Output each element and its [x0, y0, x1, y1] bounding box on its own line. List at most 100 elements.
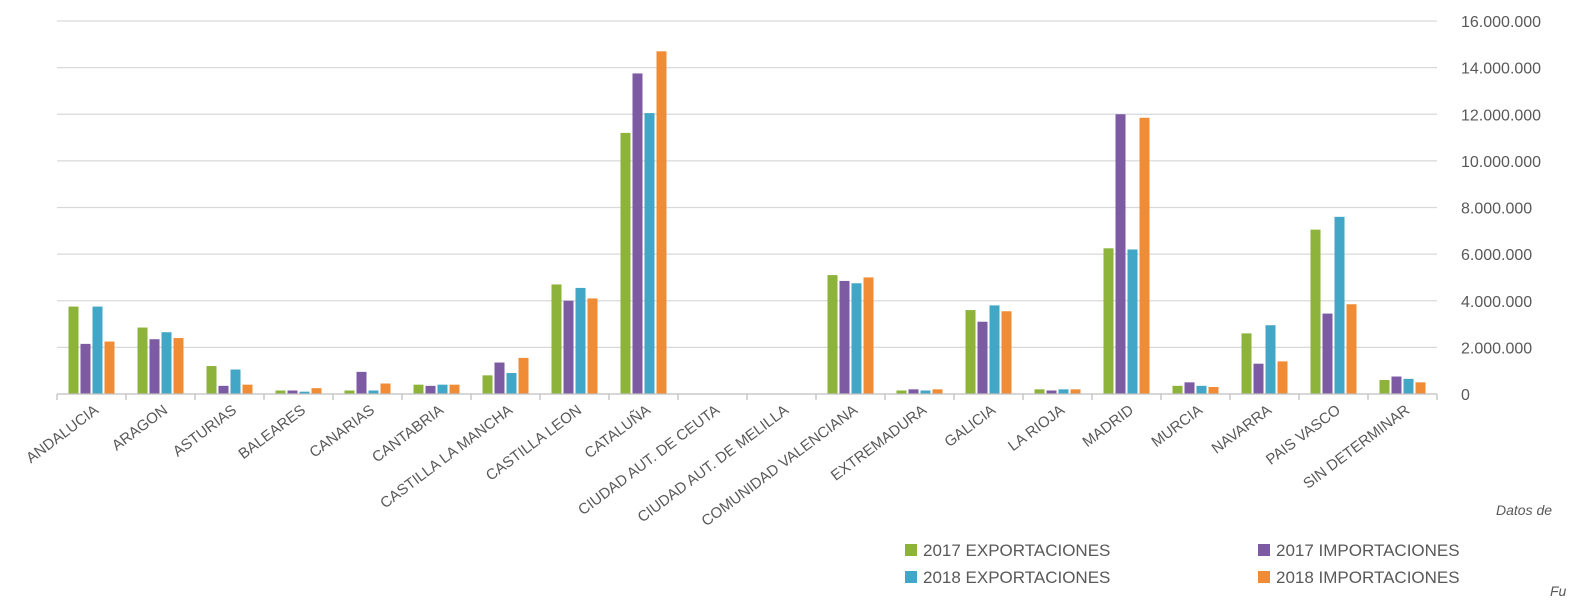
- legend-label: 2018 EXPORTACIONES: [923, 568, 1110, 587]
- bar: [920, 390, 931, 394]
- bar: [1196, 385, 1207, 394]
- bar: [863, 277, 874, 394]
- bar: [1115, 114, 1126, 394]
- bar: [449, 384, 460, 394]
- bar: [1322, 313, 1333, 394]
- bar: [1127, 249, 1138, 394]
- bar: [656, 51, 667, 395]
- legend-swatch: [1258, 571, 1270, 583]
- bar: [218, 385, 229, 394]
- bar: [908, 389, 919, 394]
- bar: [311, 388, 322, 394]
- bar: [104, 341, 115, 394]
- legend-swatch: [1258, 544, 1270, 556]
- bar: [977, 321, 988, 394]
- bar: [1346, 304, 1357, 394]
- bar: [92, 306, 103, 394]
- bar: [1415, 382, 1426, 394]
- bar: [587, 298, 598, 394]
- bar: [380, 383, 391, 394]
- bar: [1241, 333, 1252, 394]
- bars: [68, 51, 1426, 395]
- y-tick-label: 4.000.000: [1461, 294, 1532, 311]
- bar: [1403, 378, 1414, 394]
- bar: [173, 338, 184, 394]
- bar: [161, 332, 172, 394]
- x-tick-label: ARAGON: [109, 402, 171, 455]
- legend-item: 2017 EXPORTACIONES: [905, 541, 1110, 560]
- bar: [896, 390, 907, 394]
- bar: [989, 305, 1000, 394]
- legend-item: 2018 EXPORTACIONES: [905, 568, 1110, 587]
- y-tick-label: 2.000.000: [1461, 340, 1532, 357]
- legend-item: 2017 IMPORTACIONES: [1258, 541, 1460, 560]
- bar: [1208, 387, 1219, 394]
- bar: [1334, 216, 1345, 394]
- x-tick-label: LA RIOJA: [1005, 402, 1068, 455]
- bar: [1277, 361, 1288, 394]
- x-tick-label: ASTURIAS: [170, 402, 240, 461]
- bar: [344, 390, 355, 394]
- legend-swatch: [905, 571, 917, 583]
- x-tick-label: NAVARRA: [1209, 402, 1275, 458]
- y-axis-ticks: 0 2.000.000 4.000.000 6.000.000 8.000.000 10.…: [1461, 14, 1541, 404]
- bar: [1184, 382, 1195, 394]
- bar: [356, 371, 367, 394]
- bar: [1046, 390, 1057, 394]
- bar: [425, 385, 436, 394]
- y-tick-label: 10.000.000: [1461, 154, 1541, 171]
- y-tick-label: 12.000.000: [1461, 107, 1541, 124]
- bar: [1034, 389, 1045, 394]
- bar: [482, 375, 493, 394]
- bar: [932, 389, 943, 394]
- bar: [839, 280, 850, 394]
- x-tick-label: MURCIA: [1148, 402, 1205, 451]
- bar: [965, 310, 976, 394]
- legend-item: 2018 IMPORTACIONES: [1258, 568, 1460, 587]
- bar: [275, 390, 286, 394]
- x-tick-label: MADRID: [1079, 402, 1137, 451]
- bar: [1391, 376, 1402, 394]
- bar: [206, 366, 217, 394]
- bar: [1379, 380, 1390, 394]
- legend-label: 2017 EXPORTACIONES: [923, 541, 1110, 560]
- x-tick-label: GALICIA: [941, 402, 999, 451]
- y-tick-label: 8.000.000: [1461, 201, 1532, 218]
- bar: [137, 327, 148, 394]
- bar: [1070, 389, 1081, 394]
- bar: [1310, 229, 1321, 394]
- legend: 2017 EXPORTACIONES 2017 IMPORTACIONES 2018…: [905, 541, 1460, 587]
- bar: [563, 300, 574, 394]
- side-notes: Datos de Fu: [1496, 502, 1567, 599]
- legend-label: 2018 IMPORTACIONES: [1276, 568, 1460, 587]
- bar: [851, 283, 862, 394]
- bar: [827, 275, 838, 394]
- bar: [287, 390, 298, 394]
- x-tick-label: ANDALUCIA: [23, 402, 102, 467]
- legend-label: 2017 IMPORTACIONES: [1276, 541, 1460, 560]
- bar: [299, 391, 310, 394]
- gridlines: [57, 20, 1437, 349]
- bar: [1265, 325, 1276, 394]
- bar: [644, 113, 655, 394]
- bar: [575, 287, 586, 394]
- bar: [1172, 385, 1183, 394]
- bar: [1058, 389, 1069, 394]
- y-tick-label: 6.000.000: [1461, 247, 1532, 264]
- bar: [437, 384, 448, 394]
- bar: [368, 390, 379, 394]
- bar: [632, 73, 643, 394]
- x-axis: [56, 393, 1438, 400]
- bar: [230, 369, 241, 394]
- bar: [149, 339, 160, 394]
- x-axis-labels: ANDALUCIA ARAGONASTURIASBALEARESCANARIASC…: [23, 402, 1413, 530]
- x-tick-label: CANARIAS: [306, 402, 377, 462]
- source-note: Datos de: [1496, 502, 1552, 518]
- bar: [242, 384, 253, 394]
- bar: [80, 343, 91, 394]
- bar: [518, 357, 529, 394]
- x-tick-label: CASTILLA LA MANCHA: [377, 402, 516, 512]
- bar: [1253, 363, 1264, 394]
